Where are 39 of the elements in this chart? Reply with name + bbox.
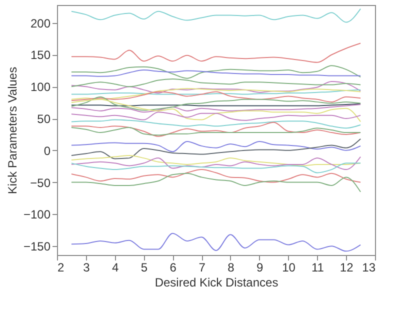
line-series — [70, 172, 362, 192]
y-tick-label: −100 — [23, 208, 51, 222]
x-tick-label: 9 — [256, 260, 264, 274]
y-tick-label: −50 — [30, 176, 51, 190]
x-tick-label: 5 — [140, 260, 148, 274]
line-series — [70, 122, 362, 137]
y-tick-label: 0 — [44, 144, 51, 158]
line-series — [70, 8, 362, 23]
y-tick-label: 50 — [37, 112, 51, 126]
line-series — [70, 42, 362, 63]
x-tick-label: 12 — [340, 260, 354, 274]
x-tick-label: 10 — [282, 260, 296, 274]
line-series — [70, 91, 362, 102]
line-series — [70, 70, 362, 77]
y-axis-title: Kick Parameters Values — [5, 66, 20, 194]
y-tick-label: 200 — [30, 16, 51, 30]
x-tick-label: 11 — [311, 260, 324, 274]
line-series — [70, 96, 362, 111]
line-series — [70, 138, 362, 160]
line-series — [70, 162, 362, 174]
line-series — [70, 140, 362, 152]
x-tick-label: 3 — [83, 260, 90, 274]
x-axis-title: Desired Kick Distances — [154, 276, 278, 290]
line-series — [70, 169, 362, 183]
x-tick-label: 4 — [112, 260, 119, 274]
line-series — [70, 232, 362, 252]
line-series — [70, 155, 362, 166]
y-tick-label: −150 — [23, 240, 51, 254]
x-tick-label: 8 — [228, 260, 235, 274]
x-tick-label: 2 — [58, 260, 64, 274]
y-tick-label: 150 — [30, 48, 51, 62]
x-tick-label: 7 — [198, 260, 206, 274]
line-series — [70, 81, 362, 94]
line-series — [70, 119, 362, 129]
x-tick-label: 13 — [362, 260, 376, 274]
line-series — [70, 156, 362, 170]
x-tick-label: 6 — [170, 260, 177, 274]
line-series — [70, 126, 362, 136]
y-tick-label: 100 — [30, 80, 51, 94]
